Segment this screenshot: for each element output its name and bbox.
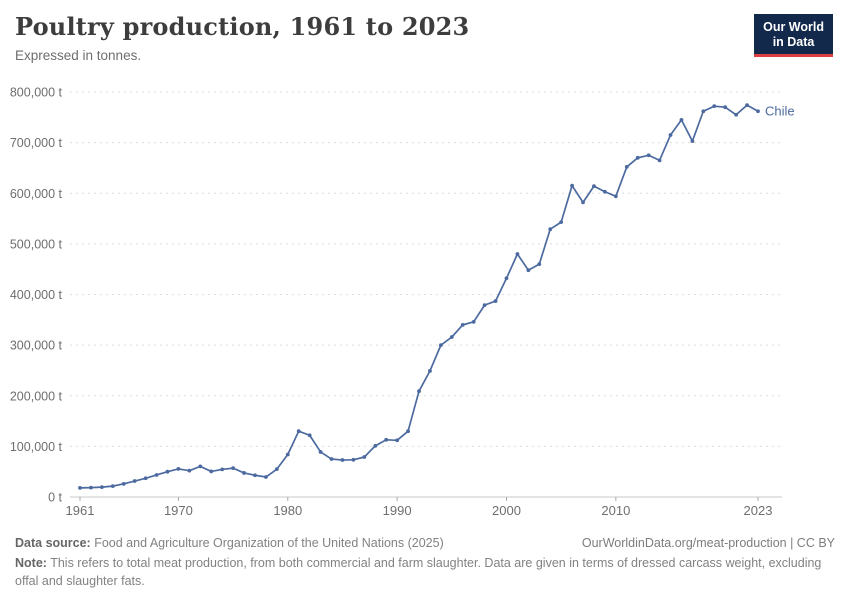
data-point [274,467,279,472]
data-source: Data source: Food and Agriculture Organi… [15,534,444,552]
chart-subtitle: Expressed in tonnes. [15,48,142,63]
data-point [438,343,443,348]
data-point [154,473,159,477]
y-axis-label: 100,000 t [10,440,63,454]
data-source-label: Data source: [15,535,91,550]
data-point [712,104,717,109]
data-point [318,450,323,454]
page-title: Poultry production, 1961 to 2023 [15,12,470,41]
data-point [242,471,246,475]
data-point [559,220,564,225]
data-point [198,464,203,469]
note-label: Note: [15,555,47,570]
data-point [296,429,301,434]
note-text: This refers to total meat production, fr… [15,555,822,588]
footer-link[interactable]: OurWorldinData.org/meat-production | CC … [581,535,835,550]
owid-logo[interactable]: Our World in Data [754,14,833,57]
data-point [734,112,739,117]
data-point [668,133,673,137]
data-point [745,103,749,108]
data-point [307,433,312,438]
chart-area: 0 t 100,000 t 200,000 t 300,000 t 400,000 t 5… [0,78,850,533]
data-point [99,485,104,490]
data-point [482,303,487,308]
data-point [132,479,137,483]
data-point [646,153,651,158]
x-axis-label: 2010 [601,503,630,518]
y-axis-label: 200,000 t [10,389,63,403]
data-point [756,109,760,114]
y-axis-label: 400,000 t [10,288,63,302]
data-point [570,183,574,188]
line-chart: 0 t 100,000 t 200,000 t 300,000 t 400,000 t 5… [10,86,795,519]
data-point [187,468,192,473]
data-point [209,469,214,474]
data-point [417,389,421,394]
data-point [460,322,465,327]
data-point [504,276,509,281]
data-point [231,466,235,471]
data-point [603,189,607,194]
owid-logo-line1: Our World [763,20,824,34]
chart-header-text: Poultry production, 1961 to 2023 Express… [15,12,469,63]
data-point [340,458,345,462]
y-axis-label: 300,000 t [10,339,63,353]
data-point [78,485,82,490]
data-point [110,484,115,489]
data-point [384,437,389,442]
data-point [264,475,268,479]
data-point [373,443,378,448]
data-point [526,268,531,273]
data-point [537,262,542,267]
data-point [515,252,520,256]
data-point [89,485,93,490]
data-point [657,158,662,163]
data-point [690,139,695,144]
series-label-chile[interactable]: Chile [765,104,795,119]
x-axis-label: 1990 [383,503,412,518]
data-point [143,476,148,481]
data-point [471,319,476,324]
x-axis-label: 2023 [744,503,773,518]
x-axis-label: 1961 [66,503,95,518]
data-point [395,438,400,443]
chart-footer: Data source: Food and Agriculture Organi… [0,526,850,600]
y-axis-label: 500,000 t [10,237,63,251]
data-point [635,155,640,160]
data-point [493,299,498,303]
data-source-text: Food and Agriculture Organization of the… [94,535,444,550]
x-axis-label: 1980 [273,503,302,518]
x-axis-label: 1970 [164,503,193,518]
series-line-chile[interactable] [79,104,759,489]
data-point [253,473,257,478]
data-point [679,117,684,122]
data-point [548,227,553,232]
data-point [121,481,126,486]
data-point [701,109,706,114]
data-point [581,200,585,205]
data-point [329,457,334,461]
owid-logo-line2: in Data [772,35,815,49]
data-point [351,457,356,462]
y-axis-label: 800,000 t [10,86,63,100]
y-axis-label: 0 t [48,491,62,505]
chart-header: Poultry production, 1961 to 2023 Express… [0,0,850,63]
data-point [362,455,367,459]
data-point [723,105,728,110]
data-point [592,184,596,189]
data-point [220,467,225,472]
x-axis-label: 2000 [492,503,521,518]
data-point [428,369,432,373]
data-point [406,429,410,434]
data-point [285,452,290,457]
data-point [176,467,181,471]
y-axis-label: 600,000 t [10,187,63,201]
data-point [613,194,618,199]
data-point [449,335,454,339]
y-axis-label: 700,000 t [10,136,63,150]
data-point [165,469,170,474]
data-point [624,165,629,169]
